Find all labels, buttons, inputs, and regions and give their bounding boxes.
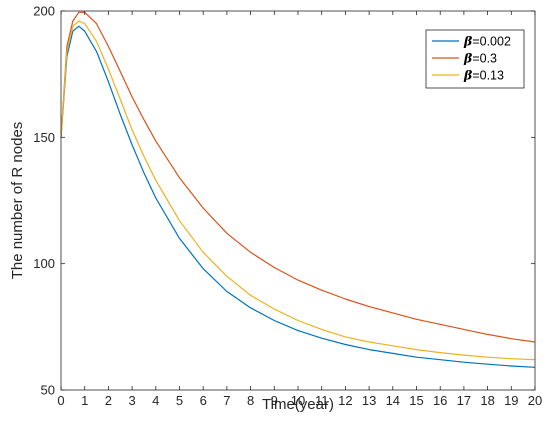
y-tick-label: 150 xyxy=(33,130,55,145)
axes: 0 1 2 3 4 5 6 7 8 9 10 11 12 13 14 15 16 17 18 19 2050100150… xyxy=(33,4,542,409)
legend-label-symbol: β xyxy=(463,68,473,83)
x-tick-label: 1 xyxy=(81,393,88,408)
x-tick-label: 16 xyxy=(433,393,447,408)
x-tick-label: 4 xyxy=(152,393,159,408)
series-line-1 xyxy=(60,11,536,343)
y-tick-label: 50 xyxy=(41,383,55,398)
x-tick-label: 0 xyxy=(57,393,64,408)
x-tick-label: 7 xyxy=(223,393,230,408)
legend-label: β=0.13 xyxy=(463,68,504,83)
x-tick-label: 12 xyxy=(338,393,352,408)
x-tick-label: 11 xyxy=(315,393,329,408)
x-tick-label: 9 xyxy=(271,393,278,408)
x-tick-label: 17 xyxy=(457,393,471,408)
series-line-2 xyxy=(60,20,536,361)
axis-labels: Time(year) The number of R nodes xyxy=(9,122,334,413)
legend-label-symbol: β xyxy=(463,34,473,49)
x-tick-label: 18 xyxy=(480,393,494,408)
x-tick-label: 13 xyxy=(362,393,376,408)
x-tick-label: 3 xyxy=(128,393,135,408)
legend-label: β=0.3 xyxy=(463,51,497,66)
legend-label-symbol: β xyxy=(463,51,473,66)
x-tick-label: 2 xyxy=(105,393,112,408)
y-axis-label: The number of R nodes xyxy=(9,122,26,280)
legend-label-value: =0.13 xyxy=(472,69,504,83)
x-tick-label: 8 xyxy=(247,393,254,408)
legend-label: β=0.002 xyxy=(463,34,511,49)
x-axis-label: Time(year) xyxy=(262,396,334,413)
x-tick-label: 6 xyxy=(200,393,207,408)
legend-label-value: =0.3 xyxy=(472,52,497,66)
x-tick-label: 14 xyxy=(386,393,400,408)
legend-label-value: =0.002 xyxy=(472,35,511,49)
x-tick-label: 19 xyxy=(504,393,518,408)
x-tick-label: 15 xyxy=(409,393,423,408)
x-tick-label: 20 xyxy=(528,393,542,408)
x-tick-label: 10 xyxy=(291,393,305,408)
plot-area xyxy=(60,11,536,368)
legend-box xyxy=(425,29,525,89)
x-tick-label: 5 xyxy=(176,393,183,408)
y-tick-label: 100 xyxy=(33,256,55,271)
y-tick-label: 200 xyxy=(33,4,55,19)
series-line-0 xyxy=(60,25,536,368)
